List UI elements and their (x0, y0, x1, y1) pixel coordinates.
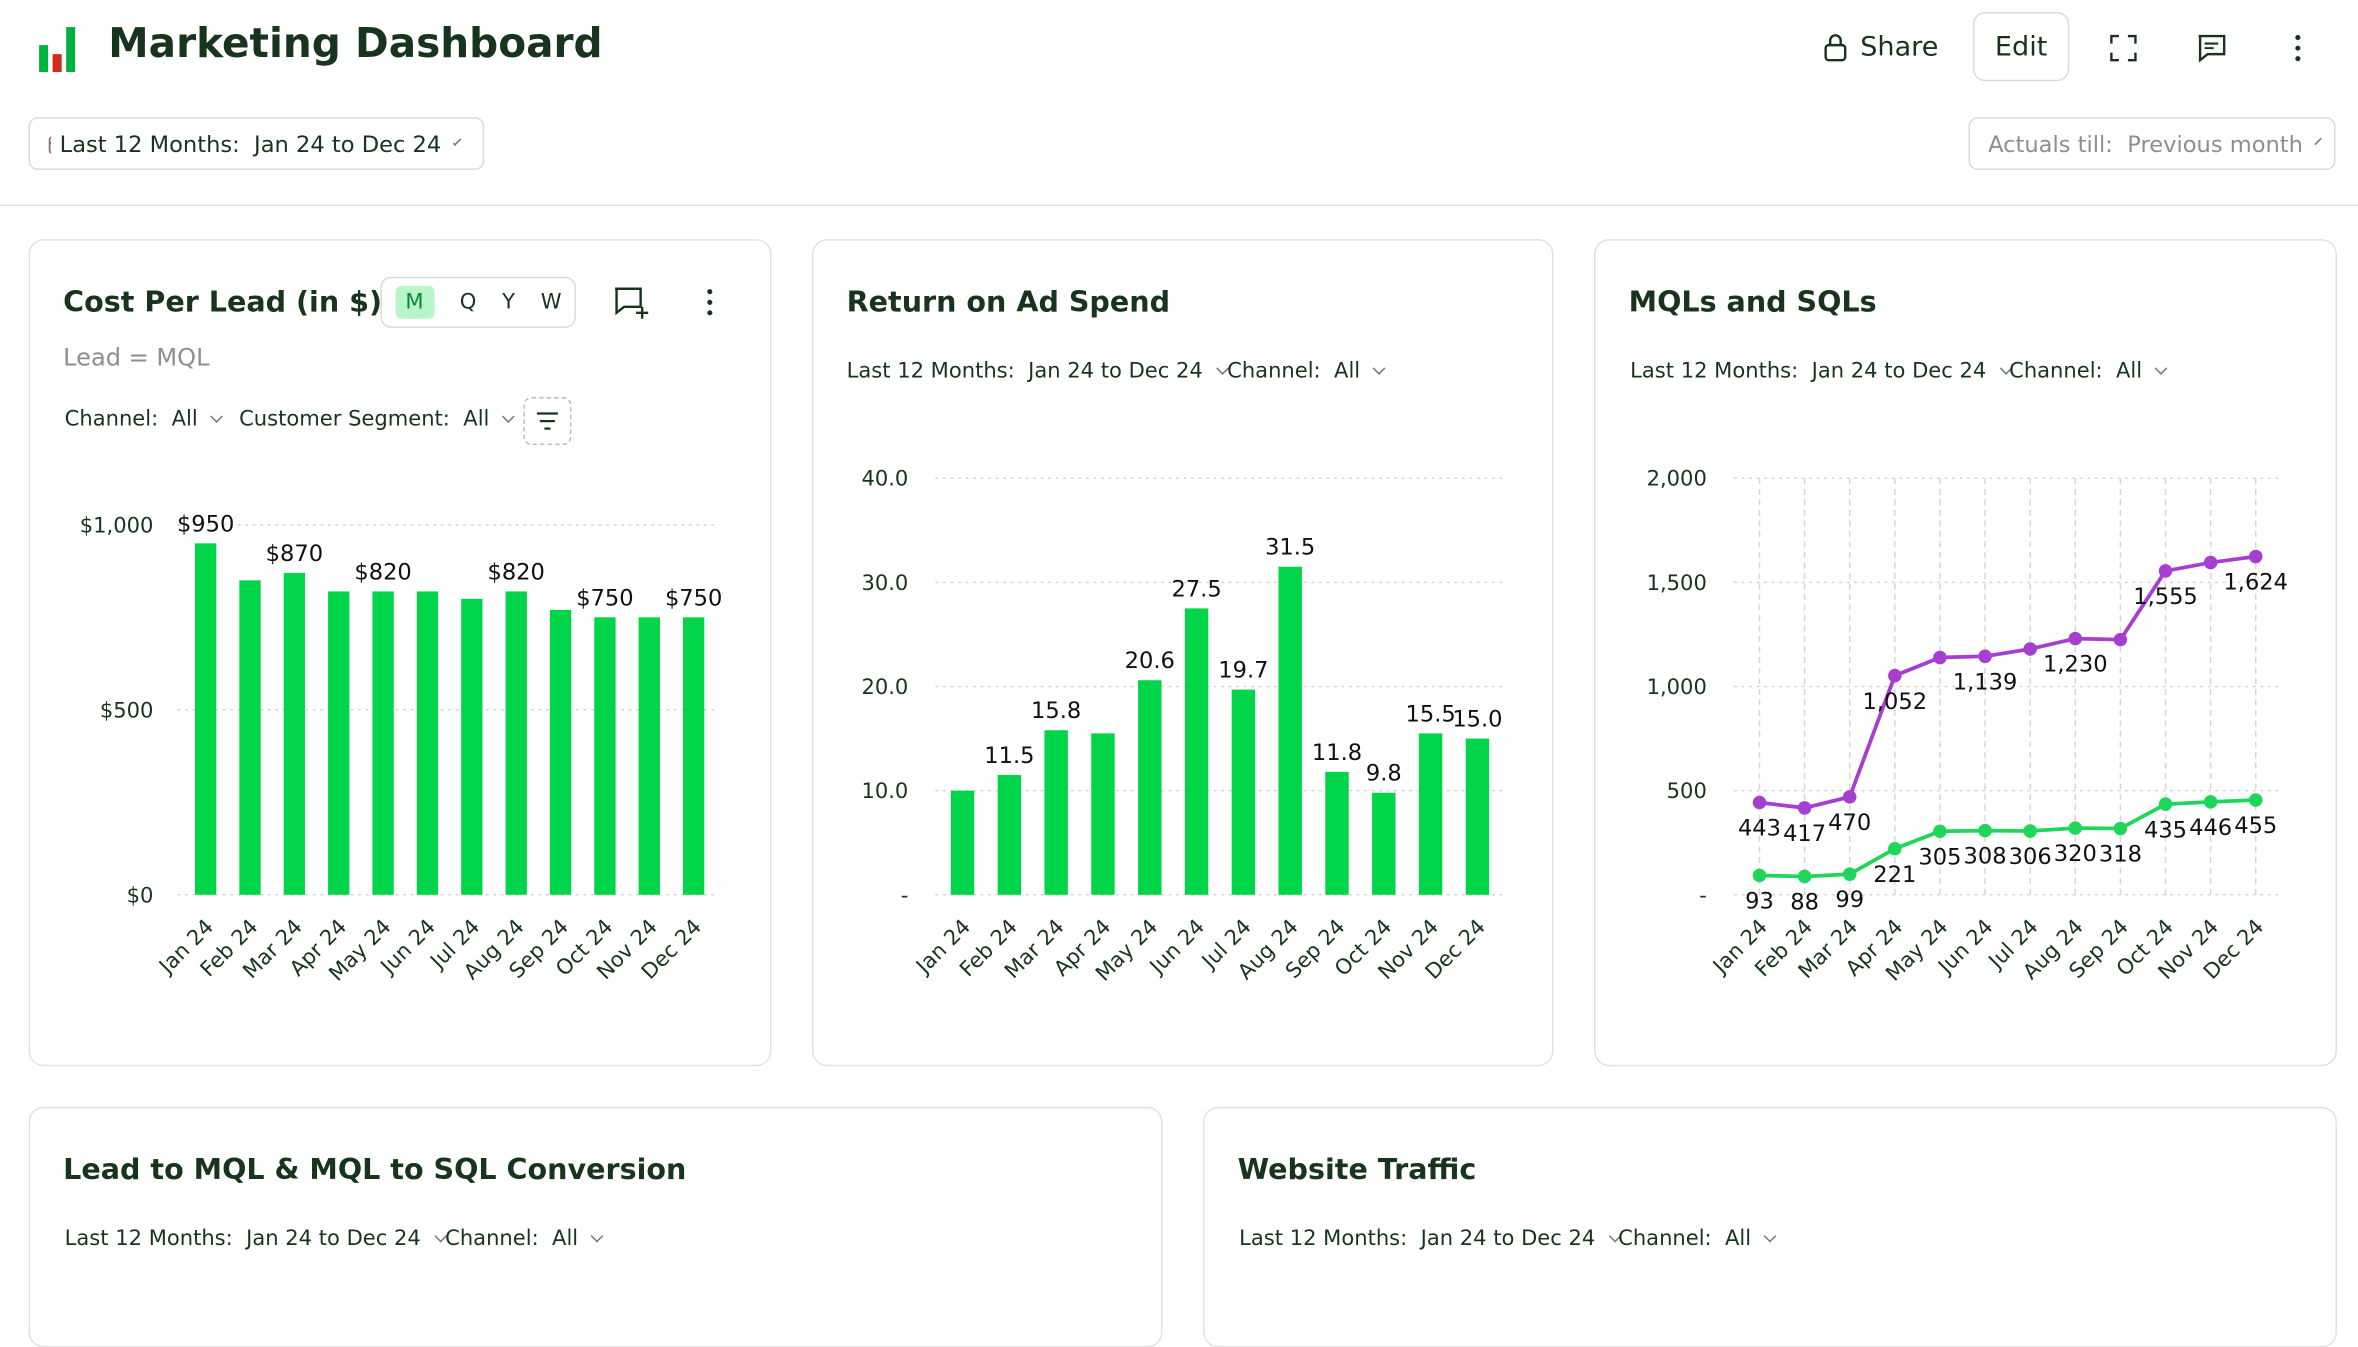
filter[interactable]: Last 12 Months: Jan 24 to Dec 24 (1630, 359, 2016, 383)
period-filter[interactable]: Last 12 Months: Jan 24 to Dec 24 (28, 117, 485, 170)
filter-text: Last 12 Months: Jan 24 to Dec 24 (846, 359, 1203, 384)
filter-text: Channel: All (1618, 1227, 1752, 1252)
period-text: Last 12 Months: Jan 24 to Dec 24 (59, 130, 442, 158)
fullscreen-icon[interactable] (2108, 33, 2138, 63)
card-title: Lead to MQL & MQL to SQL Conversion (63, 1153, 687, 1187)
filter[interactable]: Channel: All (1227, 359, 1390, 383)
menu-icon[interactable] (2289, 33, 2307, 63)
filter[interactable]: Last 12 Months: Jan 24 to Dec 24 (1239, 1227, 1625, 1251)
card-subtitle: Lead = MQL (63, 342, 210, 372)
card-title: Cost Per Lead (in $) (63, 285, 383, 319)
filter[interactable]: Customer Segment: All (239, 408, 519, 432)
filter-text: Customer Segment: All (239, 407, 490, 432)
card: Return on Ad Spend Last 12 Months: Jan 2… (812, 239, 1554, 1067)
filter-text: Channel: All (2009, 359, 2143, 384)
granularity-option[interactable]: W (540, 290, 562, 315)
actuals-filter[interactable]: Actuals till: Previous month (1968, 117, 2336, 170)
filter[interactable]: Channel: All (65, 408, 228, 432)
actuals-text: Actuals till: Previous month (1988, 130, 2303, 158)
add-comment-icon[interactable] (612, 286, 651, 322)
granularity-option[interactable]: Y (502, 290, 515, 315)
card-title: Website Traffic (1237, 1153, 1477, 1187)
share-button[interactable]: Share (1860, 31, 1939, 64)
filter[interactable]: Channel: All (445, 1227, 608, 1251)
card: MQLs and SQLs Last 12 Months: Jan 24 to … (1594, 239, 2337, 1067)
card: Website Traffic Last 12 Months: Jan 24 t… (1203, 1106, 2337, 1347)
filter-text: Last 12 Months: Jan 24 to Dec 24 (1630, 359, 1987, 384)
card: Cost Per Lead (in $) M Q Y W Lead = MQL … (28, 239, 772, 1067)
card-title: MQLs and SQLs (1628, 285, 1877, 319)
comment-icon[interactable] (2196, 33, 2229, 63)
card: Lead to MQL & MQL to SQL Conversion Last… (28, 1106, 1163, 1347)
lock-icon (1824, 34, 1847, 62)
granularity-option[interactable]: Q (459, 290, 477, 315)
edit-button[interactable]: Edit (1973, 12, 2070, 82)
filter-text: Channel: All (445, 1227, 579, 1252)
divider (0, 204, 2358, 207)
logo (39, 27, 76, 73)
filter[interactable]: Channel: All (2009, 359, 2172, 383)
filter[interactable]: Last 12 Months: Jan 24 to Dec 24 (65, 1227, 451, 1251)
filter-text: Channel: All (1227, 359, 1361, 384)
filter[interactable]: Channel: All (1618, 1227, 1781, 1251)
filter-icon[interactable] (523, 397, 572, 446)
dashboard: Marketing Dashboard Share Edit Last 12 M… (0, 12, 2358, 1347)
menu-icon[interactable] (701, 287, 719, 317)
granularity-option[interactable]: M (394, 285, 435, 319)
filter-text: Channel: All (64, 407, 198, 432)
dashboard-title: Marketing Dashboard (108, 21, 603, 68)
granularity-toggle: M Q Y W (380, 276, 576, 328)
filter-text: Last 12 Months: Jan 24 to Dec 24 (64, 1227, 421, 1252)
card-title: Return on Ad Spend (846, 285, 1171, 319)
filter[interactable]: Last 12 Months: Jan 24 to Dec 24 (847, 359, 1233, 383)
filter-text: Last 12 Months: Jan 24 to Dec 24 (1239, 1227, 1596, 1252)
